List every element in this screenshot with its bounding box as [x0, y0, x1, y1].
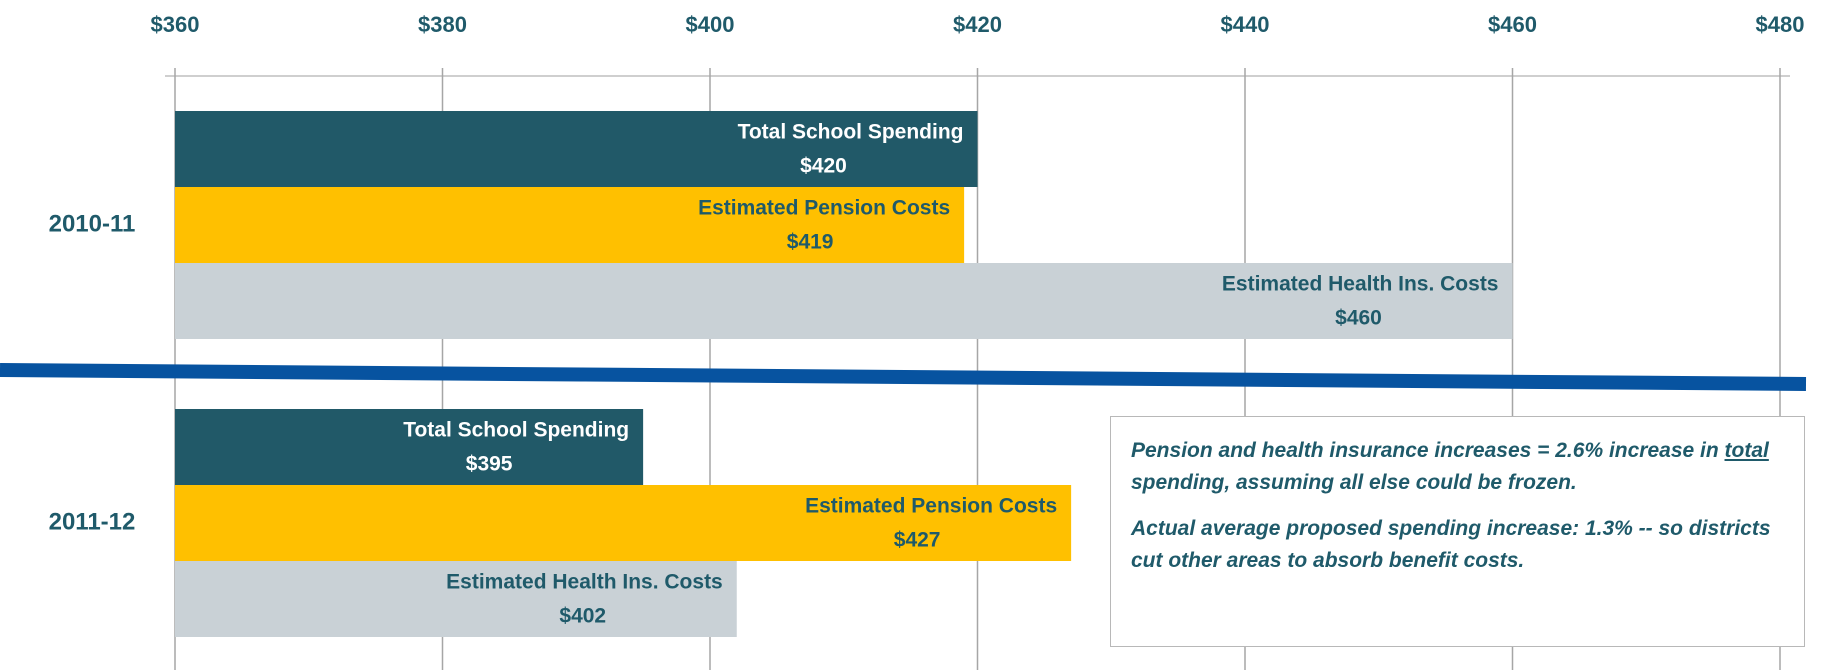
x-tick-label: $360 [151, 12, 200, 37]
x-tick-label: $380 [418, 12, 467, 37]
bar-series-label: Estimated Pension Costs [805, 495, 1057, 518]
bar-value-label: $427 [894, 529, 941, 552]
bar [175, 187, 965, 263]
category-label: 2011-12 [49, 508, 136, 535]
annotation-box: Pension and health insurance increases =… [1110, 416, 1805, 647]
x-tick-label: $460 [1488, 12, 1537, 37]
bar [175, 485, 1072, 561]
x-tick-label: $400 [686, 12, 735, 37]
bar [175, 409, 644, 485]
bar-series-label: Estimated Health Ins. Costs [446, 571, 723, 594]
bar-series-label: Estimated Pension Costs [698, 197, 950, 220]
bar [175, 111, 978, 187]
x-tick-label: $440 [1221, 12, 1270, 37]
bar-value-label: $419 [787, 231, 834, 254]
bar [175, 561, 737, 637]
bar-series-label: Total School Spending [403, 419, 629, 442]
bar-value-label: $402 [559, 605, 606, 628]
divider-line [0, 363, 1807, 391]
bar-series-label: Estimated Health Ins. Costs [1222, 273, 1499, 296]
category-label: 2010-11 [49, 210, 136, 237]
bar-value-label: $460 [1335, 307, 1382, 330]
annotation-paragraph: Actual average proposed spending increas… [1131, 517, 1771, 572]
bar-series-label: Total School Spending [738, 121, 964, 144]
annotation-text: spending, assuming all else could be fro… [1131, 471, 1577, 494]
bar [175, 263, 1513, 339]
annotation-emphasis: total [1724, 439, 1769, 462]
annotation-paragraph: Pension and health insurance increases =… [1131, 435, 1784, 499]
bar-value-label: $420 [800, 155, 847, 178]
bar-value-label: $395 [466, 453, 513, 476]
annotation-text: Pension and health insurance increases =… [1131, 439, 1725, 462]
x-tick-label: $480 [1756, 12, 1805, 37]
x-tick-label: $420 [953, 12, 1002, 37]
